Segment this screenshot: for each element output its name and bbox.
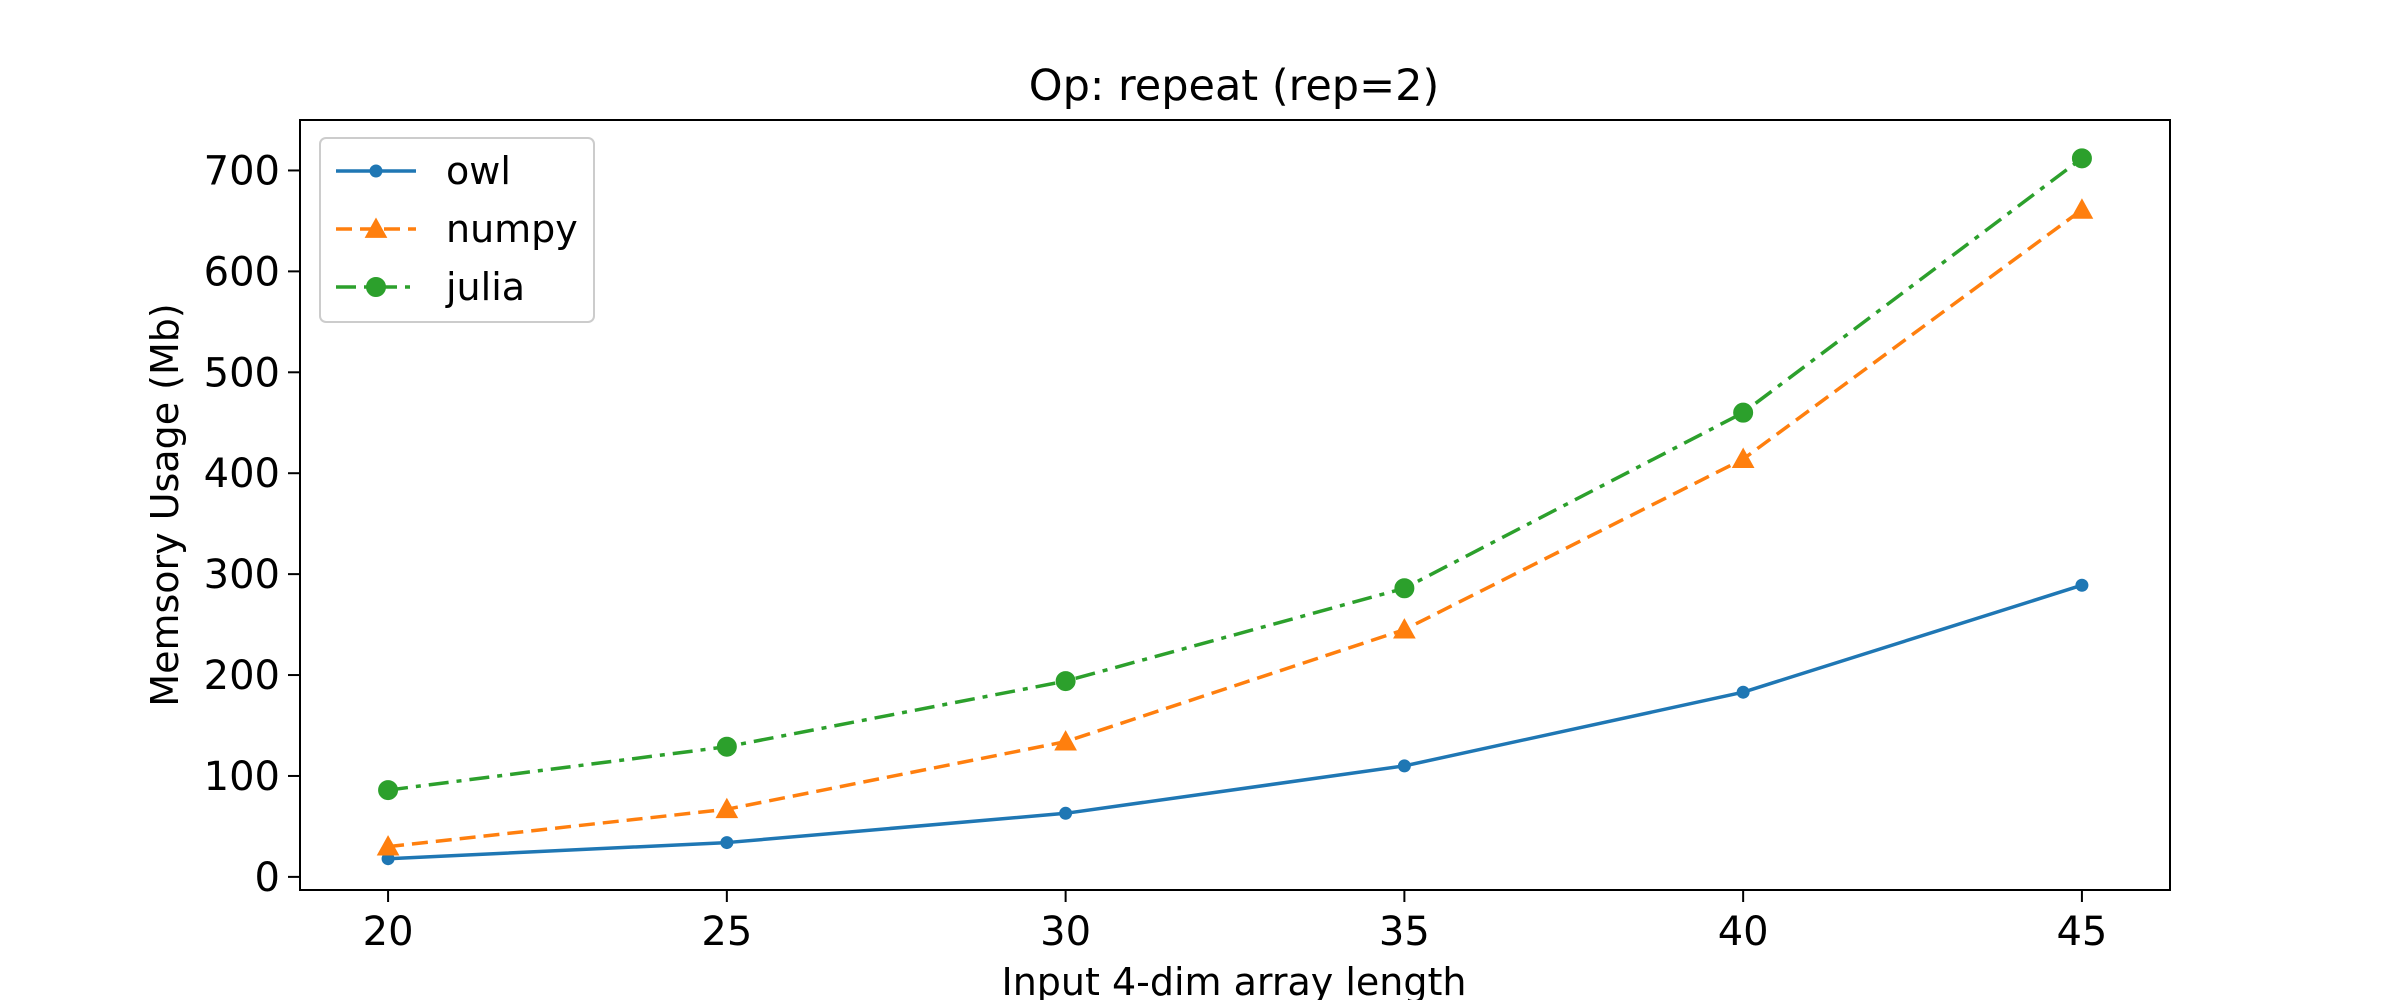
legend-box — [319, 137, 595, 323]
y-tick-label: 100 — [204, 754, 280, 800]
data-point-owl — [1059, 806, 1073, 820]
data-point-numpy — [376, 835, 400, 856]
data-point-owl — [1397, 759, 1411, 773]
x-tick-label: 25 — [701, 909, 752, 955]
series-numpy — [376, 198, 2094, 856]
data-point-numpy — [1054, 730, 1077, 751]
x-tick-label: 20 — [363, 909, 414, 955]
series-line-julia — [387, 156, 2083, 792]
x-axis: 20 25 30 35 40 45 — [363, 890, 2107, 955]
data-point-owl — [720, 836, 734, 850]
data-point-julia — [1733, 402, 1754, 423]
y-tick-label: 600 — [204, 249, 280, 295]
chart-title: Op: repeat (rep=2) — [1029, 61, 1440, 111]
y-tick-label: 200 — [204, 653, 280, 699]
data-point-numpy — [715, 797, 739, 819]
data-point-numpy — [2070, 198, 2094, 219]
y-tick-label: 500 — [204, 350, 280, 396]
y-axis-label: Memsory Usage (Mb) — [143, 303, 187, 706]
series-layer — [376, 148, 2094, 866]
data-point-owl — [2075, 578, 2089, 592]
legend-item-owl: owl — [336, 149, 511, 193]
data-point-julia — [1055, 671, 1076, 692]
data-point-numpy — [1731, 447, 1755, 468]
data-point-owl — [1736, 685, 1750, 699]
legend-item-julia: julia — [336, 265, 525, 309]
x-tick-label: 45 — [2056, 909, 2107, 955]
legend-label-numpy: numpy — [446, 207, 578, 251]
series-owl — [381, 578, 2089, 866]
data-point-julia — [1394, 578, 1415, 599]
legend: owl numpy julia — [319, 137, 595, 323]
legend-marker-owl — [369, 164, 383, 178]
x-tick-label: 35 — [1379, 909, 1430, 955]
legend-label-owl: owl — [446, 149, 511, 193]
series-julia — [378, 148, 2092, 801]
y-tick-label: 0 — [255, 855, 280, 901]
plot-area: 20 25 30 35 40 45 0 100 200 300 400 500 600 700 — [204, 119, 2171, 955]
y-tick-label: 700 — [204, 148, 280, 194]
data-point-julia — [2071, 148, 2092, 169]
x-tick-label: 30 — [1040, 909, 1091, 955]
series-line-numpy — [387, 208, 2083, 849]
y-tick-label: 300 — [204, 552, 280, 598]
legend-marker-numpy — [364, 217, 388, 238]
legend-marker-julia — [366, 277, 386, 297]
legend-label-julia: julia — [445, 265, 525, 309]
data-point-julia — [716, 736, 737, 757]
legend-item-numpy: numpy — [336, 207, 578, 251]
data-point-julia — [378, 780, 399, 801]
data-point-numpy — [1393, 618, 1416, 639]
x-tick-label: 40 — [1718, 909, 1769, 955]
series-line-owl — [387, 583, 2083, 861]
plot-frame — [299, 119, 2171, 891]
y-tick-label: 400 — [204, 451, 280, 497]
y-axis: 0 100 200 300 400 500 600 700 — [204, 148, 300, 901]
x-axis-label: Input 4-dim array length — [1002, 960, 1467, 1000]
